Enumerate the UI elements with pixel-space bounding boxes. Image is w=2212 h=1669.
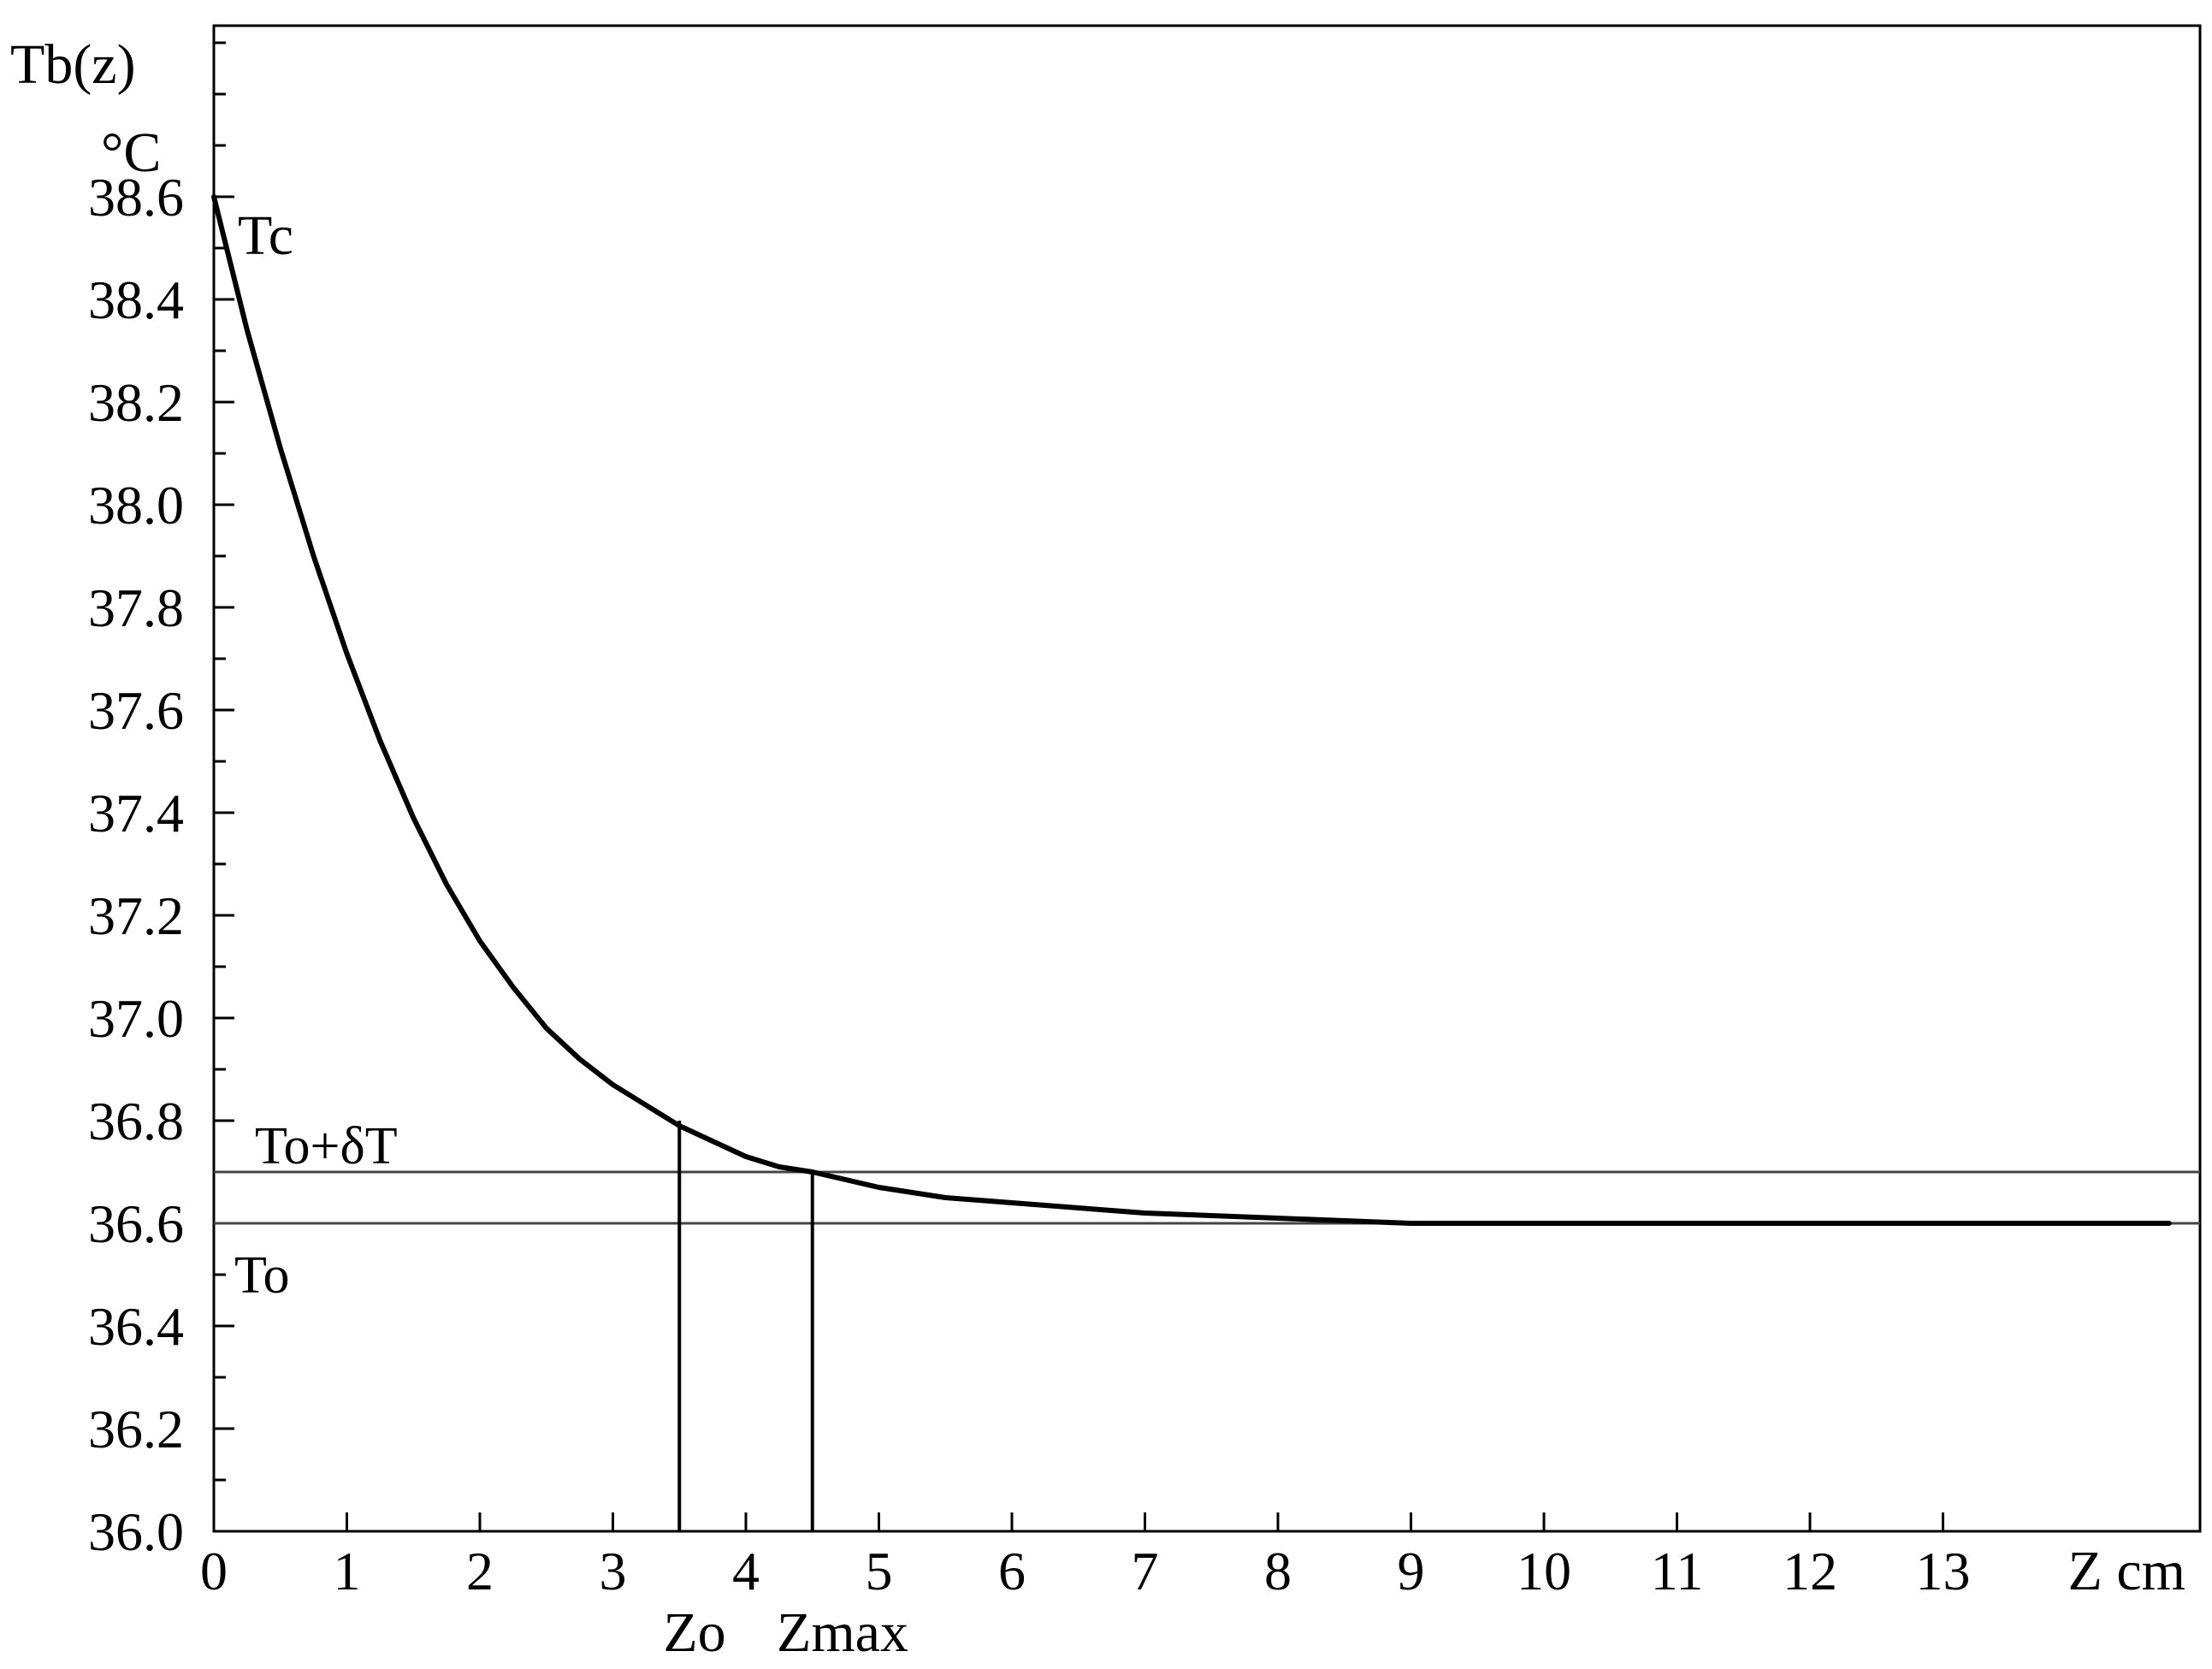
- x-tick-label-9: 9: [1398, 1541, 1425, 1601]
- x-tick-label-4: 4: [732, 1541, 760, 1601]
- x-tick-label-1: 1: [334, 1541, 361, 1601]
- x-tick-label-2: 2: [466, 1541, 494, 1601]
- y-tick-label-37.4: 37.4: [88, 783, 184, 843]
- y-axis-unit: °C: [101, 121, 161, 184]
- plot-frame: [212, 24, 2202, 1533]
- ref-label-to-plus-delta-t: To+δT: [255, 1117, 398, 1175]
- y-tick-label-38.6: 38.6: [88, 167, 184, 228]
- x-tick-label-3: 3: [600, 1541, 627, 1601]
- y-axis-label: Tb(z): [10, 33, 136, 96]
- x-axis-tick-labels: 0 1 2 3 4 5 6 7 8 9 10 11 12 13: [200, 1541, 1971, 1601]
- x-tick-label-0: 0: [200, 1541, 228, 1601]
- x-axis-label: Z cm: [2068, 1540, 2185, 1602]
- x-axis-ticks: [212, 1512, 1944, 1531]
- tc-annotation: Tc: [238, 204, 293, 267]
- ref-label-zo: Zo: [663, 1601, 725, 1664]
- ref-label-zmax: Zmax: [777, 1601, 908, 1664]
- x-tick-label-8: 8: [1264, 1541, 1292, 1601]
- y-tick-label-38.2: 38.2: [88, 372, 184, 433]
- y-tick-label-36.6: 36.6: [88, 1193, 184, 1254]
- y-tick-label-38.4: 38.4: [88, 269, 184, 330]
- y-tick-label-38.0: 38.0: [88, 475, 184, 536]
- x-tick-label-7: 7: [1132, 1541, 1159, 1601]
- y-tick-label-37.8: 37.8: [88, 577, 184, 638]
- x-tick-label-6: 6: [998, 1541, 1026, 1601]
- reference-lines: [214, 1121, 2200, 1531]
- x-tick-label-10: 10: [1517, 1541, 1571, 1601]
- x-tick-label-12: 12: [1783, 1541, 1837, 1601]
- y-tick-label-36.4: 36.4: [88, 1296, 184, 1357]
- x-tick-label-11: 11: [1651, 1541, 1704, 1601]
- y-tick-label-36.2: 36.2: [88, 1399, 184, 1459]
- x-tick-label-5: 5: [866, 1541, 893, 1601]
- ref-label-to: To: [234, 1246, 290, 1305]
- x-tick-label-13: 13: [1916, 1541, 1971, 1601]
- y-tick-label-37.2: 37.2: [88, 885, 184, 946]
- y-tick-label-37.6: 37.6: [88, 680, 184, 741]
- y-tick-label-36.0: 36.0: [88, 1501, 184, 1562]
- series-line-tb: [211, 194, 2172, 1226]
- y-tick-label-37.0: 37.0: [88, 988, 184, 1049]
- y-axis-tick-labels: 36.0 36.2 36.4 36.6 36.8 37.0 37.2 37.4 37.6 37.8…: [88, 167, 184, 1562]
- y-tick-label-36.8: 36.8: [88, 1091, 184, 1151]
